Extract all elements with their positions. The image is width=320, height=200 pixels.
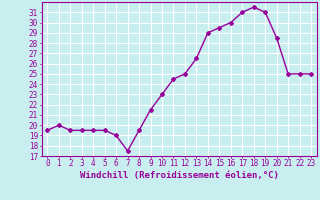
X-axis label: Windchill (Refroidissement éolien,°C): Windchill (Refroidissement éolien,°C) xyxy=(80,171,279,180)
